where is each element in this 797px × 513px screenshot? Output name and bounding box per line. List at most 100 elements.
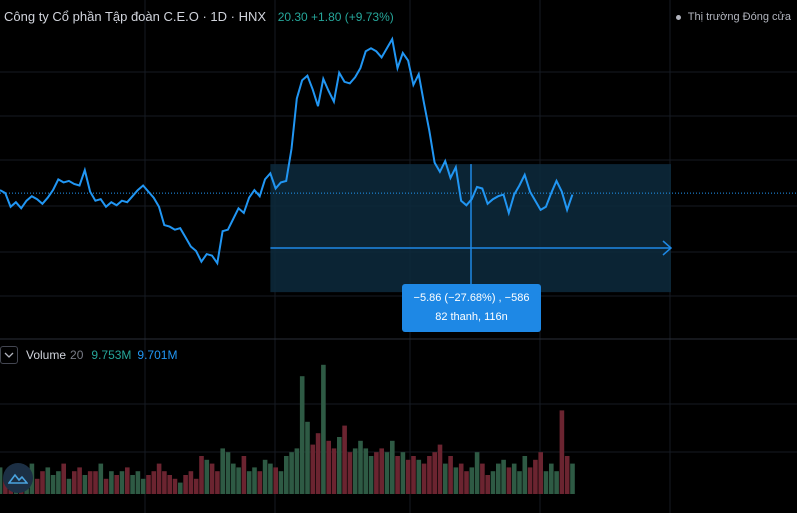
volume-bar	[188, 471, 194, 494]
volume-bar	[443, 463, 448, 494]
volume-bar	[98, 463, 104, 494]
volume-series	[0, 364, 575, 494]
volume-bar	[87, 471, 93, 494]
volume-bar	[119, 471, 125, 494]
volume-bar	[517, 471, 522, 494]
volume-bar	[469, 467, 475, 494]
volume-value: 9.753M	[91, 348, 132, 362]
volume-bar	[485, 475, 490, 494]
volume-bar	[448, 456, 453, 494]
volume-bar	[480, 463, 485, 494]
volume-bar	[40, 471, 45, 494]
symbol-title[interactable]: Công ty Cổ phần Tập đoàn C.E.O · 1D · HN…	[4, 9, 267, 24]
volume-bar	[554, 471, 559, 494]
market-status-label: Thị trường Đóng cửa	[687, 11, 791, 23]
chart-header: Công ty Cổ phần Tập đoàn C.E.O · 1D · HN…	[4, 9, 394, 24]
volume-bar	[564, 456, 570, 494]
volume-bar	[305, 421, 310, 494]
volume-bar	[284, 456, 289, 494]
volume-bar	[183, 475, 188, 494]
price-quote: 20.30 +1.80 (+9.73%)	[277, 10, 394, 24]
volume-bar	[331, 448, 337, 494]
volume-ma-value: 9.701M	[137, 348, 178, 362]
tradingview-logo-icon[interactable]	[3, 463, 33, 493]
volume-bar	[474, 452, 480, 494]
volume-bar	[172, 478, 178, 494]
volume-bar	[178, 482, 183, 494]
volume-bar	[453, 467, 459, 494]
volume-bar	[262, 459, 268, 494]
volume-bar	[162, 471, 167, 494]
volume-label[interactable]: Volume	[26, 348, 67, 362]
volume-bar	[416, 459, 422, 494]
volume-bar	[257, 471, 263, 494]
volume-bar	[342, 425, 347, 494]
volume-bar	[109, 471, 114, 494]
volume-bar	[220, 448, 225, 494]
volume-bar	[167, 475, 172, 494]
volume-bar	[146, 475, 151, 494]
volume-bar	[570, 463, 575, 494]
volume-bar	[458, 463, 464, 494]
volume-bar	[490, 471, 496, 494]
volume-bar	[289, 452, 294, 494]
volume-bar	[93, 471, 98, 494]
volume-bar	[215, 471, 220, 494]
volume-bar	[379, 448, 384, 494]
measure-tool	[270, 164, 673, 293]
volume-bar	[77, 467, 82, 494]
volume-bar	[268, 463, 273, 494]
collapse-button[interactable]	[0, 346, 18, 364]
volume-bar	[236, 467, 241, 494]
volume-bar	[156, 463, 162, 494]
volume-bar	[395, 456, 400, 494]
volume-bar	[368, 456, 374, 494]
volume-period: 20	[70, 348, 84, 362]
market-status: Thị trường Đóng cửa	[675, 11, 791, 23]
volume-bar	[34, 478, 40, 494]
volume-bar	[506, 467, 512, 494]
volume-bar	[337, 437, 342, 494]
volume-bar	[278, 471, 284, 494]
volume-bar	[390, 440, 395, 494]
volume-bar	[321, 364, 326, 494]
volume-bar	[501, 459, 506, 494]
volume-bar	[50, 475, 56, 494]
volume-bar	[400, 452, 406, 494]
volume-bar	[0, 467, 3, 494]
volume-bar	[114, 475, 119, 494]
volume-bar	[411, 456, 416, 494]
volume-bar	[347, 452, 353, 494]
volume-bar	[405, 459, 411, 494]
volume-bar	[151, 471, 157, 494]
volume-bar	[299, 376, 305, 494]
volume-bar	[231, 463, 236, 494]
volume-bar	[294, 448, 300, 494]
volume-bar	[140, 478, 146, 494]
volume-bar	[549, 463, 554, 494]
volume-bar	[421, 463, 427, 494]
volume-bar	[204, 459, 210, 494]
volume-bar	[543, 471, 549, 494]
volume-bar	[56, 471, 61, 494]
volume-bar	[310, 444, 316, 494]
volume-bar	[432, 452, 437, 494]
volume-bar	[66, 478, 72, 494]
volume-bar	[193, 478, 199, 494]
price-series	[0, 36, 797, 266]
measure-arrowhead-icon	[662, 240, 673, 256]
chevron-down-icon	[4, 352, 14, 358]
volume-bar	[61, 463, 66, 494]
volume-bar	[252, 467, 257, 494]
volume-bar	[199, 456, 204, 494]
volume-bar	[315, 433, 321, 494]
status-dot-icon	[675, 14, 681, 20]
volume-bar	[82, 475, 88, 494]
volume-bar	[130, 475, 135, 494]
measure-bars: 82 thanh, 116n	[435, 311, 508, 323]
volume-bar	[527, 467, 533, 494]
volume-bar	[135, 471, 141, 494]
volume-bar	[246, 471, 252, 494]
